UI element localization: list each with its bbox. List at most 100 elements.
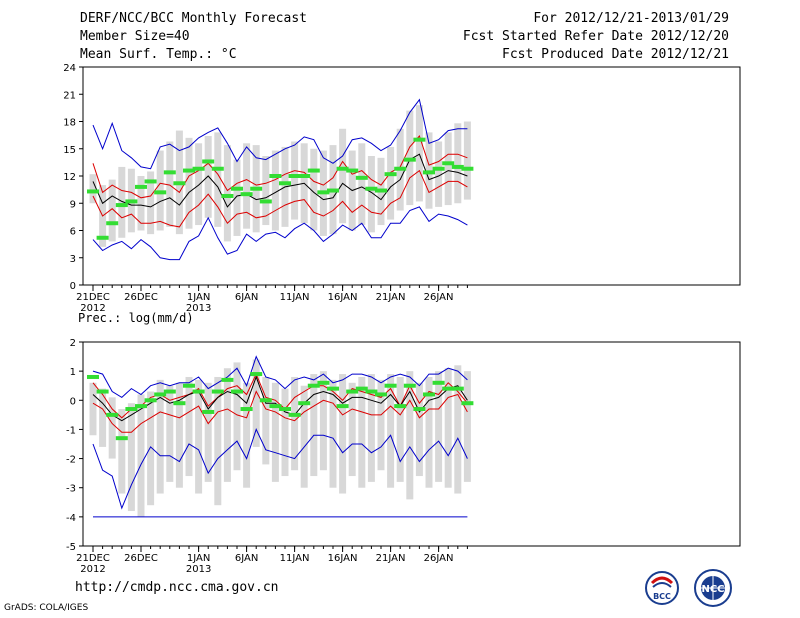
temp-x-tick-label: 21JAN — [376, 292, 406, 303]
website-url[interactable]: http://cmdp.ncc.cma.gov.cn — [75, 580, 279, 595]
temp-spread-box — [214, 132, 222, 227]
prec-y-tick-label: 0 — [70, 396, 76, 407]
prec-observed-mark — [135, 404, 147, 409]
prec-y-tick-label: -3 — [66, 484, 76, 495]
bcc-logo-text: BCC — [653, 592, 671, 601]
temp-spread-box — [166, 141, 174, 227]
prec-observed-mark — [115, 436, 128, 441]
temp-spread-box — [387, 146, 395, 220]
prec-observed-mark — [250, 372, 263, 377]
prec-observed-mark — [451, 386, 464, 391]
prec-x-tick-label: 6JAN — [235, 553, 258, 564]
temp-spread-box — [108, 179, 116, 242]
prec-y-tick-label: -1 — [66, 425, 76, 436]
prec-spread-box — [271, 382, 279, 482]
temp-y-tick-label: 9 — [70, 199, 76, 210]
prec-spread-box — [377, 379, 385, 471]
prec-x-tick-label: 16JAN — [328, 553, 358, 564]
prec-spread-box — [99, 388, 107, 447]
prec-observed-mark — [336, 404, 349, 409]
temp-observed-mark — [288, 174, 301, 178]
temp-observed-mark — [250, 186, 263, 191]
temp-observed-mark — [192, 166, 205, 171]
prec-y-tick-label: 2 — [70, 338, 76, 349]
prec-observed-mark — [355, 386, 368, 391]
prec-observed-mark — [144, 398, 157, 403]
prec-observed-mark — [461, 401, 474, 406]
prec-spread-box — [444, 368, 452, 488]
temp-observed-mark — [183, 168, 195, 173]
prec-observed-mark — [432, 380, 445, 385]
temp-observed-mark — [87, 189, 99, 194]
prec-observed-mark — [307, 383, 320, 388]
prec-observed-mark — [394, 404, 407, 409]
temp-spread-box — [291, 141, 299, 220]
temp-spread-box — [454, 123, 462, 204]
temp-observed-mark — [365, 186, 378, 191]
temp-series-lower — [92, 169, 468, 228]
prec-spread-box — [348, 382, 356, 477]
prec-spread-box — [281, 388, 289, 477]
prec-spread-box — [214, 376, 222, 506]
prec-spread-box — [243, 382, 251, 488]
prec-spread-box — [262, 376, 270, 465]
temp-observed-mark — [336, 166, 349, 171]
temp-observed-mark — [221, 193, 234, 198]
temp-observed-mark — [211, 166, 224, 171]
prec-y-tick-label: -5 — [66, 542, 76, 553]
prec-plot-frame — [82, 341, 741, 547]
temp-observed-mark — [163, 170, 176, 175]
prec-observed-mark — [240, 407, 253, 412]
temp-observed-mark — [231, 186, 243, 191]
temp-y-tick-label: 3 — [70, 254, 76, 265]
prec-observed-mark — [403, 383, 416, 388]
prec-observed-mark — [442, 386, 455, 391]
prec-y-tick-label: -4 — [66, 513, 76, 524]
prec-spread-box — [435, 371, 443, 482]
prec-spread-box — [118, 409, 126, 494]
prec-x-tick-label: 26DEC — [124, 553, 158, 564]
temp-observed-mark — [298, 174, 311, 178]
temp-x-tick-label: 6JAN — [235, 292, 258, 303]
temp-y-tick-label: 21 — [63, 90, 76, 101]
prec-spread-box — [358, 376, 366, 488]
temp-spread-box — [444, 132, 452, 206]
prec-observed-mark — [327, 386, 339, 391]
prec-observed-mark — [96, 389, 109, 394]
prec-spread-box — [339, 374, 347, 494]
prec-spread-box — [454, 365, 462, 494]
produced-date: Fcst Produced Date 2012/12/21 — [502, 47, 729, 62]
prec-observed-mark — [423, 392, 435, 397]
temp-y-tick-label: 0 — [70, 281, 76, 292]
prec-observed-mark — [288, 412, 301, 417]
prec-observed-mark — [221, 377, 234, 382]
prec-observed-mark — [211, 389, 224, 394]
prec-spread-box — [329, 379, 337, 488]
temp-spread-box — [262, 156, 270, 226]
header-right: For 2012/12/21-2013/01/29 Fcst Started R… — [463, 10, 729, 64]
prec-observed-mark — [365, 389, 378, 394]
prec-spread-box — [291, 376, 299, 471]
prec-x-tick-label: 26JAN — [424, 553, 454, 564]
temp-observed-mark — [413, 137, 426, 142]
prec-spread-box — [89, 382, 97, 436]
prec-spread-box — [396, 376, 404, 482]
temp-observed-mark — [451, 164, 464, 169]
prec-observed-mark — [154, 392, 167, 397]
prec-y-tick-label: -2 — [66, 455, 76, 466]
prec-observed-mark — [163, 389, 176, 394]
prec-observed-mark — [317, 380, 330, 385]
prec-observed-mark — [346, 389, 359, 394]
temp-series-min — [92, 206, 468, 261]
temp-year-label: 2012 — [80, 303, 105, 314]
prec-spread-box — [204, 382, 212, 482]
temp-observed-mark — [115, 203, 128, 208]
variable-label: Mean Surf. Temp.: °C — [80, 47, 237, 62]
temp-spread-box — [185, 137, 193, 229]
temp-observed-mark — [125, 199, 138, 204]
temp-series-max — [92, 98, 468, 170]
temp-observed-mark — [106, 221, 119, 226]
temp-observed-mark — [423, 170, 435, 175]
prec-observed-mark — [106, 412, 119, 417]
temp-observed-mark — [269, 174, 282, 178]
